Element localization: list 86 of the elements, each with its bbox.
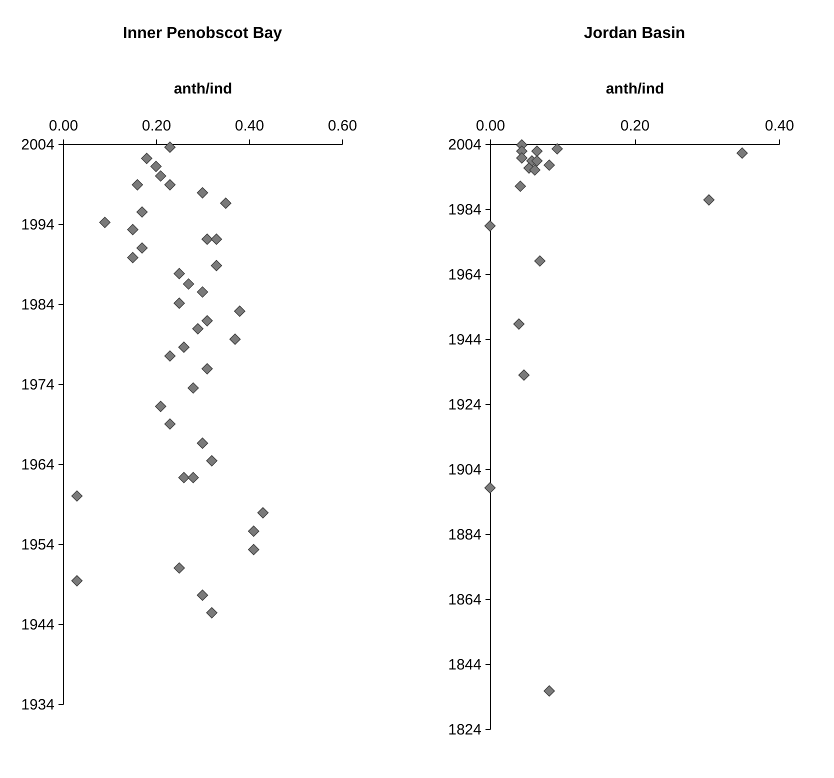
- point: [210, 260, 222, 272]
- y-tick-label: 2004: [448, 136, 482, 154]
- point: [174, 562, 185, 574]
- y-tick-label: 1984: [448, 202, 482, 218]
- point: [248, 544, 260, 556]
- point: [552, 143, 563, 155]
- point: [196, 187, 208, 198]
- y-tick-label: 1924: [448, 396, 482, 414]
- point: [178, 472, 190, 484]
- x-tick-label: 0.20: [142, 118, 172, 134]
- point: [544, 159, 555, 171]
- y-tick-label: 1944: [448, 332, 482, 348]
- x-axis-title: anth/ind: [606, 80, 664, 98]
- point: [210, 234, 222, 245]
- point: [136, 206, 148, 218]
- y-tick-label: 1824: [448, 722, 482, 738]
- x-tick-label: 0.00: [476, 118, 506, 134]
- x-tick-label: 0.60: [328, 118, 358, 134]
- point: [164, 418, 176, 430]
- point: [234, 306, 246, 317]
- point: [136, 242, 148, 254]
- point: [484, 482, 496, 494]
- y-tick-label: 1964: [448, 266, 482, 284]
- x-tick-label: 0.40: [764, 118, 794, 134]
- y-tick-label: 1994: [21, 216, 54, 234]
- y-tick-label: 1984: [21, 296, 54, 314]
- point: [71, 490, 83, 502]
- point: [174, 268, 185, 280]
- point: [514, 180, 526, 192]
- point: [196, 590, 208, 601]
- point: [99, 216, 110, 228]
- point: [206, 455, 218, 466]
- y-tick-label: 1904: [448, 462, 482, 478]
- point: [202, 363, 213, 374]
- point: [192, 323, 204, 334]
- point: [534, 255, 546, 267]
- y-tick-label: 1954: [21, 536, 54, 554]
- point: [531, 146, 543, 157]
- point: [220, 198, 232, 209]
- y-tick-label: 2004: [21, 136, 54, 154]
- point: [202, 234, 213, 245]
- point: [196, 286, 208, 298]
- point: [174, 298, 185, 309]
- chart-title: Jordan Basin: [584, 25, 686, 42]
- point: [188, 472, 199, 484]
- point: [132, 179, 144, 190]
- point: [150, 160, 162, 172]
- y-tick-label: 1944: [21, 616, 54, 634]
- point: [531, 155, 543, 167]
- x-tick-label: 0.40: [234, 118, 264, 134]
- point: [513, 318, 525, 330]
- point: [141, 152, 152, 164]
- y-tick-label: 1884: [448, 526, 482, 544]
- point: [529, 164, 540, 176]
- point: [164, 179, 176, 190]
- y-tick-label: 1864: [448, 592, 482, 608]
- x-tick-label: 0.20: [620, 118, 650, 134]
- point: [736, 147, 748, 159]
- point: [484, 220, 496, 232]
- point: [155, 170, 166, 182]
- point: [71, 575, 83, 586]
- point: [188, 382, 199, 394]
- point: [202, 315, 213, 326]
- point: [196, 438, 208, 449]
- point: [518, 369, 530, 381]
- point: [257, 507, 269, 518]
- point: [703, 194, 715, 206]
- point: [127, 252, 138, 264]
- point: [516, 152, 528, 164]
- x-axis-title: anth/ind: [174, 80, 232, 98]
- y-tick-label: 1964: [21, 456, 54, 474]
- x-tick-label: 0.00: [48, 118, 78, 134]
- chart-title: Inner Penobscot Bay: [122, 25, 282, 42]
- point: [164, 142, 176, 153]
- point: [127, 224, 138, 236]
- point: [182, 278, 194, 290]
- y-tick-label: 1844: [448, 656, 482, 674]
- point: [544, 685, 555, 697]
- y-tick-label: 1934: [21, 696, 54, 714]
- point: [155, 400, 166, 412]
- point: [248, 526, 260, 537]
- y-tick-label: 1974: [21, 376, 54, 394]
- point: [229, 334, 241, 345]
- point: [164, 350, 176, 362]
- point: [206, 607, 218, 618]
- point: [178, 342, 190, 353]
